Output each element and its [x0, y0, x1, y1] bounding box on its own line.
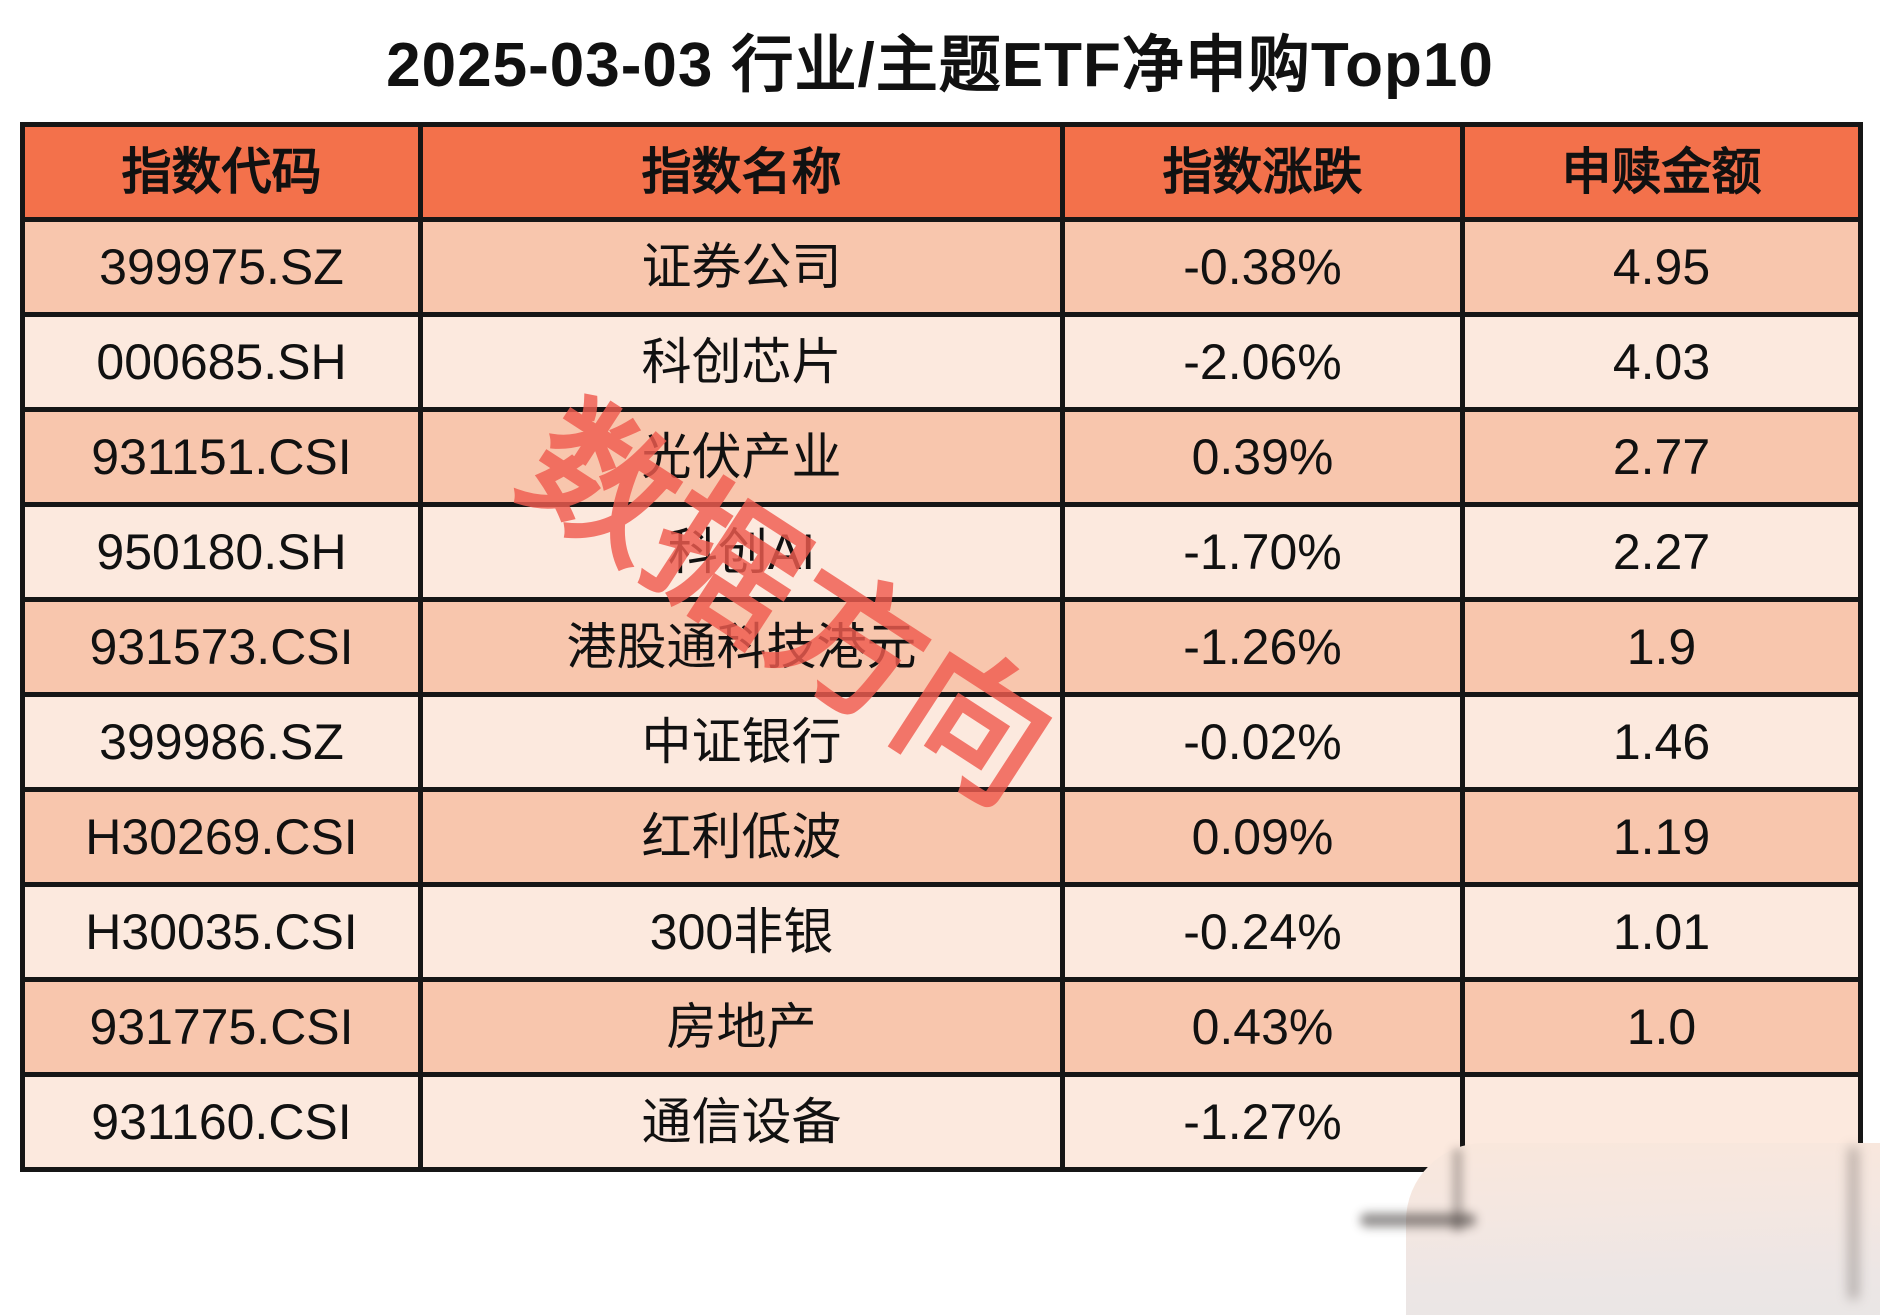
etf-net-subscription-table: 指数代码 指数名称 指数涨跌 申赎金额 399975.SZ 证券公司 -0.38…	[20, 122, 1863, 1172]
amount-cell: 2.77	[1460, 407, 1863, 507]
index-code-cell: H30269.CSI	[20, 787, 423, 887]
index-change-cell: -1.27%	[1060, 1072, 1465, 1172]
index-change-cell: -1.26%	[1060, 597, 1465, 697]
amount-cell: 1.46	[1460, 692, 1863, 792]
table-row: 931160.CSI 通信设备 -1.27%	[20, 1072, 1863, 1172]
index-code-cell: 931775.CSI	[20, 977, 423, 1077]
index-code-cell: 931160.CSI	[20, 1072, 423, 1172]
page-title: 2025-03-03 行业/主题ETF净申购Top10	[386, 31, 1494, 100]
col-header-index-change: 指数涨跌	[1060, 122, 1465, 222]
index-code-cell: 000685.SH	[20, 312, 423, 412]
table-row: 399986.SZ 中证银行 -0.02% 1.46	[20, 692, 1863, 792]
table-row: 931775.CSI 房地产 0.43% 1.0	[20, 977, 1863, 1077]
col-header-index-name: 指数名称	[418, 122, 1065, 222]
index-change-cell: -2.06%	[1060, 312, 1465, 412]
index-name-cell: 红利低波	[418, 787, 1065, 887]
table-row: H30035.CSI 300非银 -0.24% 1.01	[20, 882, 1863, 982]
amount-cell: 1.9	[1460, 597, 1863, 697]
amount-cell: 1.0	[1460, 977, 1863, 1077]
index-name-cell: 科创芯片	[418, 312, 1065, 412]
amount-cell: 4.95	[1460, 217, 1863, 317]
table-row: H30269.CSI 红利低波 0.09% 1.19	[20, 787, 1863, 887]
index-code-cell: 399975.SZ	[20, 217, 423, 317]
index-change-cell: -1.70%	[1060, 502, 1465, 602]
index-change-cell: -0.24%	[1060, 882, 1465, 982]
table-row: 931151.CSI 光伏产业 0.39% 2.77	[20, 407, 1863, 507]
smudge-streak-divider	[1453, 1149, 1462, 1231]
col-header-amount: 申赎金额	[1460, 122, 1863, 222]
amount-cell: 4.03	[1460, 312, 1863, 412]
index-change-cell: 0.43%	[1060, 977, 1465, 1077]
index-code-cell: 931151.CSI	[20, 407, 423, 507]
header-row: 指数代码 指数名称 指数涨跌 申赎金额	[20, 122, 1863, 222]
index-change-cell: -0.38%	[1060, 217, 1465, 317]
table-row: 000685.SH 科创芯片 -2.06% 4.03	[20, 312, 1863, 412]
index-name-cell: 中证银行	[418, 692, 1065, 792]
table-row: 399975.SZ 证券公司 -0.38% 4.95	[20, 217, 1863, 317]
index-name-cell: 房地产	[418, 977, 1065, 1077]
index-code-cell: H30035.CSI	[20, 882, 423, 982]
amount-cell: 2.27	[1460, 502, 1863, 602]
col-header-index-code: 指数代码	[20, 122, 423, 222]
index-code-cell: 399986.SZ	[20, 692, 423, 792]
table-row: 931573.CSI 港股通科技港元 -1.26% 1.9	[20, 597, 1863, 697]
smudge-streak-border-end	[1360, 1213, 1476, 1227]
amount-cell: 1.01	[1460, 882, 1863, 982]
amount-cell: 1.19	[1460, 787, 1863, 887]
smudge-streak-right	[1849, 1147, 1858, 1299]
index-code-cell: 931573.CSI	[20, 597, 423, 697]
index-change-cell: 0.09%	[1060, 787, 1465, 887]
index-name-cell: 光伏产业	[418, 407, 1065, 507]
index-name-cell: 科创AI	[418, 502, 1065, 602]
index-change-cell: -0.02%	[1060, 692, 1465, 792]
table-row: 950180.SH 科创AI -1.70% 2.27	[20, 502, 1863, 602]
index-name-cell: 300非银	[418, 882, 1065, 982]
index-name-cell: 通信设备	[418, 1072, 1065, 1172]
index-change-cell: 0.39%	[1060, 407, 1465, 507]
index-name-cell: 港股通科技港元	[418, 597, 1065, 697]
index-name-cell: 证券公司	[418, 217, 1065, 317]
index-code-cell: 950180.SH	[20, 502, 423, 602]
redaction-smudge	[1360, 1143, 1880, 1315]
